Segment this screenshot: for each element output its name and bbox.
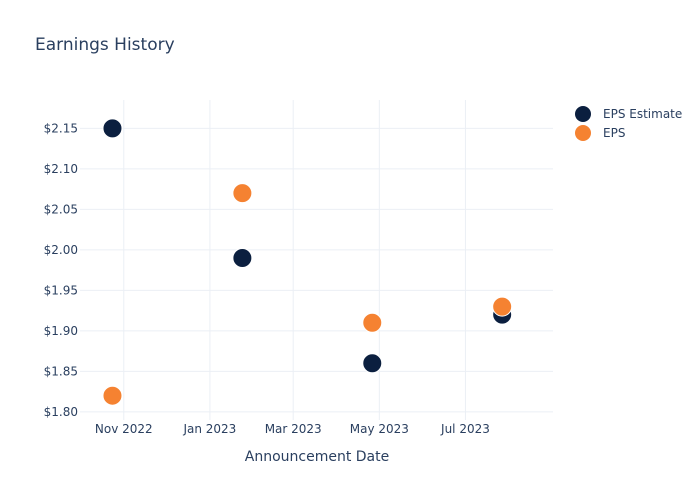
y-axis-ticks: $1.80 $1.85 $1.90 $1.95 $2.00 $2.05 $2.10 $2.15 — [44, 121, 78, 419]
legend-item[interactable]: EPS Estimate — [575, 106, 682, 122]
y-tick-label: $1.95 — [44, 283, 78, 297]
x-tick-label: Nov 2022 — [95, 422, 153, 436]
series-eps-estimate — [102, 118, 513, 374]
x-tick-label: Jan 2023 — [182, 422, 236, 436]
legend-marker — [575, 125, 591, 141]
y-tick-label: $2.00 — [44, 243, 78, 257]
grid — [80, 100, 553, 420]
legend-label: EPS Estimate — [603, 107, 682, 121]
legend-label: EPS — [603, 126, 625, 140]
data-point[interactable] — [102, 118, 123, 139]
y-tick-label: $1.80 — [44, 405, 78, 419]
y-tick-label: $2.10 — [44, 162, 78, 176]
y-tick-label: $2.15 — [44, 121, 78, 135]
legend-marker — [575, 106, 591, 122]
data-point[interactable] — [232, 183, 253, 204]
y-tick-label: $1.85 — [44, 364, 78, 378]
data-point[interactable] — [232, 247, 253, 268]
y-tick-label: $2.05 — [44, 202, 78, 216]
data-point[interactable] — [362, 312, 383, 333]
legend-item[interactable]: EPS — [575, 125, 625, 141]
series-eps — [102, 183, 513, 406]
data-point[interactable] — [362, 353, 383, 374]
x-axis-ticks: Nov 2022 Jan 2023 Mar 2023 May 2023 Jul 2023 — [95, 422, 490, 436]
y-tick-label: $1.90 — [44, 324, 78, 338]
legend[interactable]: EPS Estimate EPS — [575, 106, 682, 141]
chart-title: Earnings History — [35, 35, 175, 55]
data-points — [102, 118, 513, 406]
x-tick-label: Jul 2023 — [440, 422, 490, 436]
x-tick-label: May 2023 — [350, 422, 409, 436]
x-axis-title: Announcement Date — [245, 449, 389, 465]
x-tick-label: Mar 2023 — [265, 422, 322, 436]
data-point[interactable] — [102, 385, 123, 406]
data-point[interactable] — [492, 296, 513, 317]
